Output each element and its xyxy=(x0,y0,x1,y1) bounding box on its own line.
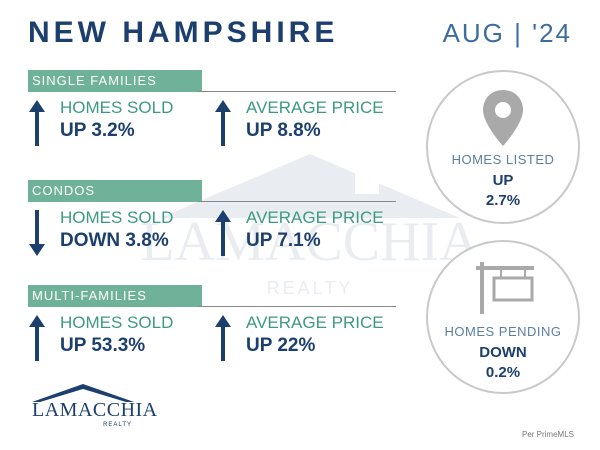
report-date: AUG | '24 xyxy=(442,18,572,48)
homes-listed-badge: HOMES LISTED UP 2.7% xyxy=(426,70,580,224)
source-note: Per PrimeMLS xyxy=(521,430,574,439)
section-single-families: SINGLE FAMILIES HOMES SOLD UP 3.2% AVERA… xyxy=(28,70,396,150)
arrow-up-icon xyxy=(29,100,45,146)
page-title: NEW HAMPSHIRE xyxy=(28,16,339,49)
section-divider xyxy=(198,201,396,202)
average-price-value: UP 22% xyxy=(246,335,316,356)
homes-listed-label: HOMES LISTED xyxy=(451,152,555,167)
homes-sold-label: HOMES SOLD xyxy=(60,208,174,227)
logo-text: LAMACCHIA xyxy=(32,399,158,421)
logo-sub: REALTY xyxy=(103,422,132,428)
homes-pending-badge: HOMES PENDING DOWN 0.2% xyxy=(426,240,580,394)
section-header: MULTI-FAMILIES xyxy=(28,285,202,307)
homes-pending-value: 0.2% xyxy=(485,364,521,381)
arrow-up-icon xyxy=(215,210,231,256)
section-header: CONDOS xyxy=(28,180,202,202)
arrow-up-icon xyxy=(29,315,45,361)
average-price-label: AVERAGE PRICE xyxy=(246,313,384,332)
watermark-house-icon xyxy=(160,154,460,218)
homes-listed-value: 2.7% xyxy=(485,192,521,209)
homes-sold-value: DOWN 3.8% xyxy=(60,230,169,251)
logo-roof-icon xyxy=(32,384,134,402)
section-multi-families: MULTI-FAMILIES HOMES SOLD UP 53.3% AVERA… xyxy=(28,285,396,365)
arrow-up-icon xyxy=(215,315,231,361)
company-logo: LAMACCHIA REALTY xyxy=(30,382,157,434)
map-pin-icon xyxy=(483,90,523,146)
average-price-value: UP 7.1% xyxy=(246,230,321,251)
watermark-sub: REALTY xyxy=(266,278,354,298)
section-header: SINGLE FAMILIES xyxy=(28,70,202,92)
section-condos: CONDOS HOMES SOLD DOWN 3.8% AVERAGE PRIC… xyxy=(28,180,396,260)
for-sale-sign-icon xyxy=(476,262,534,314)
homes-sold-label: HOMES SOLD xyxy=(60,98,174,117)
section-divider xyxy=(198,306,396,307)
arrow-down-icon xyxy=(29,210,45,256)
average-price-label: AVERAGE PRICE xyxy=(246,98,384,117)
average-price-label: AVERAGE PRICE xyxy=(246,208,384,227)
homes-pending-direction: DOWN xyxy=(479,344,527,361)
homes-listed-direction: UP xyxy=(492,172,514,189)
homes-sold-value: UP 3.2% xyxy=(60,120,135,141)
homes-pending-label: HOMES PENDING xyxy=(444,324,562,339)
watermark: LAMACCHIA REALTY xyxy=(120,150,500,320)
homes-sold-value: UP 53.3% xyxy=(60,335,146,356)
section-divider xyxy=(198,91,396,92)
average-price-value: UP 8.8% xyxy=(246,120,321,141)
arrow-up-icon xyxy=(215,100,231,146)
homes-sold-label: HOMES SOLD xyxy=(60,313,174,332)
watermark-text: LAMACCHIA xyxy=(140,211,480,273)
